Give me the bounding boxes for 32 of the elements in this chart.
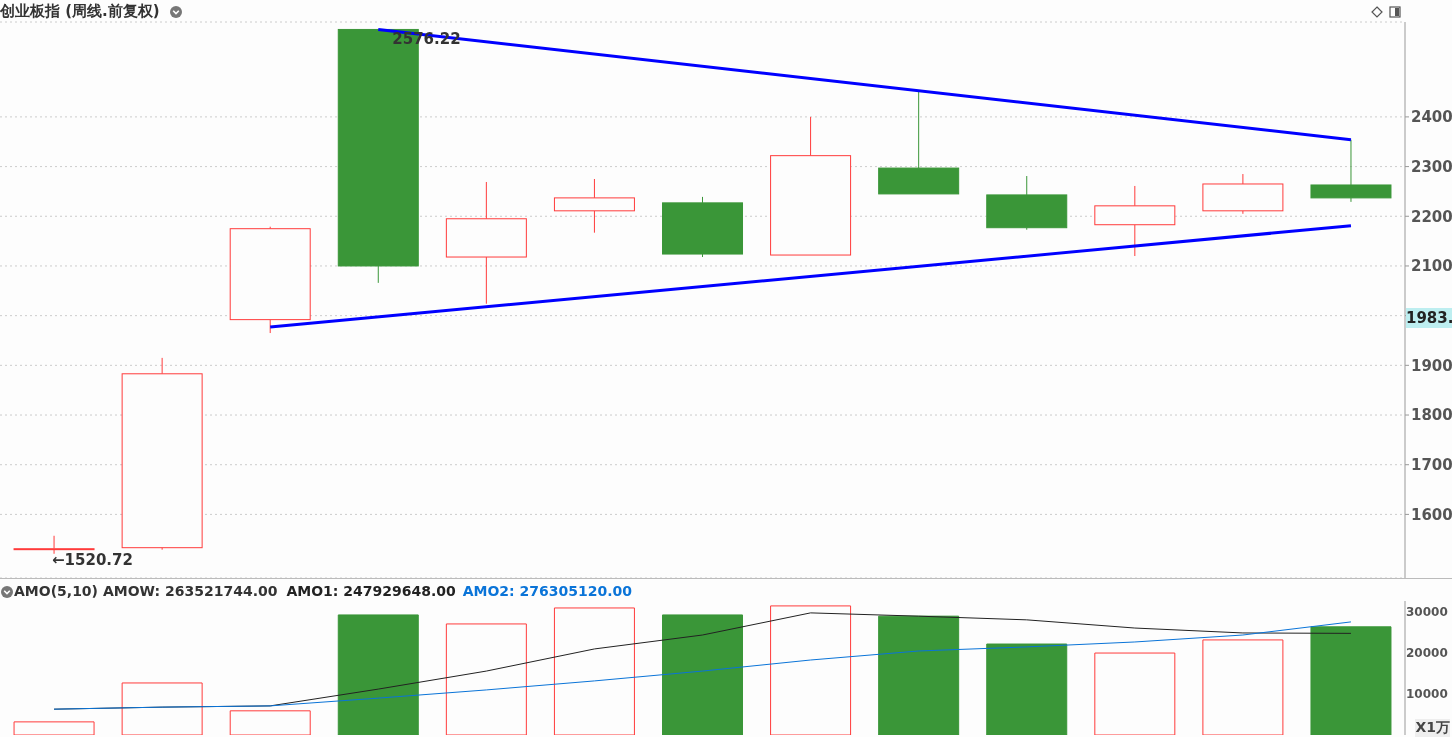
- candlestick: [13, 535, 95, 555]
- candlestick: [1310, 139, 1392, 203]
- bar: [878, 615, 960, 735]
- y-tick-label: 2100: [1411, 257, 1452, 276]
- y-tick-label: 1700: [1411, 456, 1452, 475]
- y-tick-label: 1900: [1411, 356, 1452, 375]
- y-tick-label: 2200: [1411, 207, 1452, 226]
- annotation: ←1520.72: [52, 550, 133, 569]
- y-axis-title: X1万: [1415, 719, 1450, 737]
- y-tick-label: 1800: [1411, 406, 1452, 425]
- y-tick-label: 2400: [1411, 108, 1452, 127]
- candlestick: [121, 357, 203, 551]
- bar: [662, 614, 744, 735]
- text: AMO2: 276305120.00: [462, 583, 632, 599]
- text: 1983.: [1406, 308, 1452, 328]
- chart-title: AMO(5,10) AMOW: 263521744.00: [14, 583, 279, 599]
- bar: [1310, 626, 1392, 735]
- chart-title: 创业板指 (周线.前复权): [0, 2, 160, 21]
- bar: [337, 614, 419, 735]
- candlestick: [1202, 173, 1284, 215]
- y-tick-label: 20000: [1406, 646, 1448, 661]
- annotation: 2576.22: [392, 30, 461, 49]
- candlestick: [445, 181, 527, 305]
- candlestick: [553, 178, 635, 234]
- y-tick-label: 1600: [1411, 505, 1452, 524]
- y-tick-label: 2300: [1411, 157, 1452, 176]
- candlestick: [986, 175, 1068, 231]
- candlestick: [1094, 185, 1176, 257]
- y-tick-label: 10000: [1406, 687, 1448, 702]
- text: AMO1: 247929648.00: [286, 583, 457, 599]
- bar: [986, 643, 1068, 735]
- y-tick-label: 30000: [1406, 605, 1448, 620]
